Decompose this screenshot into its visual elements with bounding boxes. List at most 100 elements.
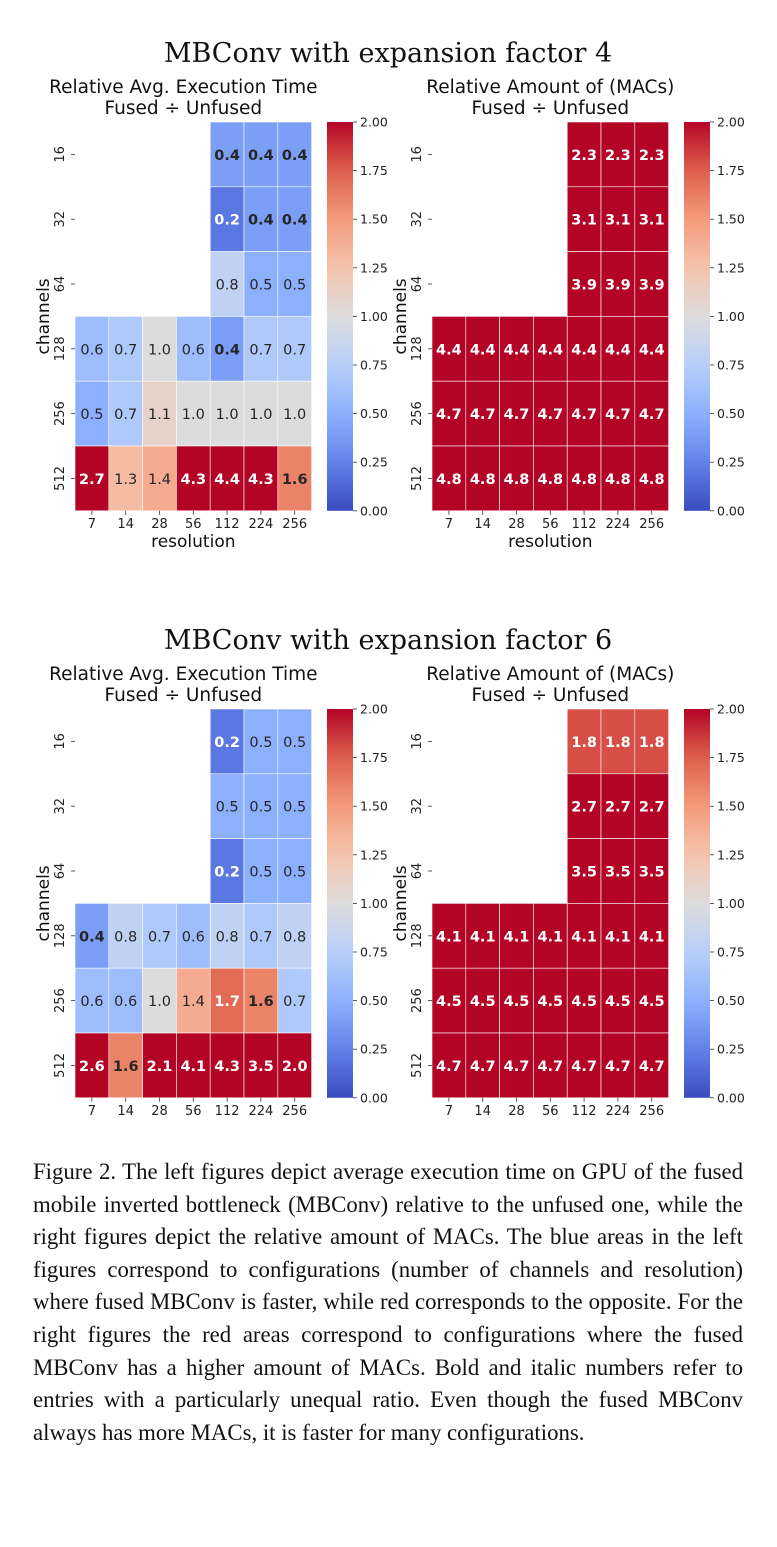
x-tick-label: 7 <box>445 517 453 532</box>
cell-value-label: 4.7 <box>537 407 563 423</box>
y-tick-label: 128 <box>53 923 68 948</box>
heatmap-cell <box>600 708 636 775</box>
heatmap-cell <box>499 903 534 969</box>
heatmap-cell <box>566 903 602 969</box>
heatmap-cell <box>176 380 211 447</box>
cell-value-label: 4.7 <box>571 1059 597 1075</box>
cell-value-label: 2.1 <box>147 1059 173 1075</box>
colorbar <box>684 709 710 1098</box>
x-tick-label: 256 <box>282 1104 307 1119</box>
cell-value-label: 0.5 <box>249 800 272 816</box>
cell-value-label: 4.7 <box>470 407 496 423</box>
figure: MBConv with expansion factor 4 MBConv wit… <box>34 38 745 1120</box>
cell-value-label: 4.3 <box>248 472 274 488</box>
colorbar-tick-label: 1.75 <box>360 750 388 765</box>
heatmap-cell <box>277 903 312 969</box>
x-tick-label: 224 <box>605 517 630 532</box>
x-tick-label: 224 <box>605 1104 630 1119</box>
heatmap-cell <box>465 903 500 969</box>
panel-title: Relative Avg. Execution Time Fused ÷ Unfu… <box>49 77 317 119</box>
x-tick-label: 56 <box>542 517 559 532</box>
colorbar-tick-label: 0.25 <box>360 1042 388 1057</box>
heatmap-cell <box>600 121 636 188</box>
y-axis-label: channels <box>391 865 411 941</box>
cell-value-label: 4.1 <box>436 929 462 945</box>
y-tick-label: 512 <box>53 466 68 491</box>
cell-value-label: 4.7 <box>537 1059 563 1075</box>
colorbar-tick-label: 1.00 <box>717 896 745 911</box>
cell-value-label: 4.7 <box>605 407 631 423</box>
cell-value-label: 0.8 <box>216 929 239 945</box>
cell-value-label: 4.7 <box>504 1059 530 1075</box>
cell-value-label: 0.4 <box>248 213 274 229</box>
heatmap-cell <box>600 380 636 447</box>
heatmap-panel: Relative Amount of (MACs) Fused ÷ Unfused… <box>391 664 745 1120</box>
heatmap-cell <box>533 903 568 969</box>
cell-value-label: 0.6 <box>114 994 137 1010</box>
heatmap-cell <box>243 708 279 775</box>
cell-value-label: 0.7 <box>249 929 272 945</box>
y-axis-label: channels <box>34 278 54 354</box>
x-axis-label: resolution <box>151 1119 235 1120</box>
heatmap-cell <box>209 121 245 188</box>
x-tick-label: 28 <box>508 517 525 532</box>
cell-value-label: 0.4 <box>248 148 274 164</box>
cell-value-label: 1.6 <box>282 472 308 488</box>
cell-value-label: 4.7 <box>504 407 530 423</box>
x-tick-label: 256 <box>282 517 307 532</box>
y-tick-label: 256 <box>53 401 68 426</box>
colorbar-tick-label: 1.00 <box>360 896 388 911</box>
cell-value-label: 2.3 <box>605 148 631 164</box>
cell-value-label: 3.9 <box>571 278 597 294</box>
heatmap-cell <box>499 445 534 512</box>
heatmap-cell <box>243 903 279 969</box>
cell-value-label: 2.3 <box>639 148 665 164</box>
x-tick-label: 56 <box>185 517 202 532</box>
heatmap-cell <box>176 967 211 1034</box>
colorbar-tick-label: 1.25 <box>360 260 388 275</box>
x-tick-label: 256 <box>639 517 664 532</box>
y-tick-label: 64 <box>53 863 68 880</box>
x-tick-label: 28 <box>151 1104 168 1119</box>
x-axis-label: resolution <box>508 532 592 552</box>
heatmap-cell <box>600 967 636 1034</box>
colorbar-tick-label: 2.00 <box>717 702 745 717</box>
cell-value-label: 0.5 <box>283 800 306 816</box>
y-tick-label: 32 <box>53 798 68 815</box>
cell-value-label: 4.7 <box>639 407 665 423</box>
colorbar-tick-label: 0.50 <box>360 993 388 1008</box>
x-tick-label: 14 <box>117 1104 134 1119</box>
x-axis-label: resolution <box>508 1119 592 1120</box>
y-tick-label: 16 <box>410 146 425 163</box>
heatmap-cell <box>634 380 669 447</box>
heatmap-cell <box>634 316 669 382</box>
cell-value-label: 4.7 <box>571 407 597 423</box>
colorbar <box>327 709 353 1098</box>
x-tick-label: 14 <box>474 517 491 532</box>
cell-value-label: 4.5 <box>470 994 496 1010</box>
heatmap-cell <box>634 445 669 512</box>
cell-value-label: 4.7 <box>639 1059 665 1075</box>
heatmap-cell <box>600 838 636 904</box>
heatmap-cell <box>277 380 312 447</box>
colorbar-tick-label: 2.00 <box>360 115 388 130</box>
cell-value-label: 2.7 <box>639 800 665 816</box>
heatmap-cell <box>533 967 568 1034</box>
y-tick-label: 64 <box>53 276 68 293</box>
heatmap-cell <box>634 708 669 775</box>
heatmap-cell <box>108 903 143 969</box>
heatmap-cell <box>634 1032 669 1099</box>
cell-value-label: 1.1 <box>148 407 171 423</box>
cell-value-label: 0.5 <box>80 407 103 423</box>
cell-value-label: 1.0 <box>148 342 171 358</box>
cell-value-label: 0.6 <box>80 994 103 1010</box>
heatmap-cell <box>533 380 568 447</box>
heatmap-cell <box>533 1032 568 1099</box>
cell-value-label: 0.4 <box>79 929 105 945</box>
cell-value-label: 1.7 <box>214 994 240 1010</box>
heatmap-cell <box>243 445 279 512</box>
x-tick-label: 28 <box>151 517 168 532</box>
heatmap-cell <box>277 1032 312 1099</box>
cell-value-label: 0.5 <box>216 800 239 816</box>
y-axis-label: channels <box>34 865 54 941</box>
